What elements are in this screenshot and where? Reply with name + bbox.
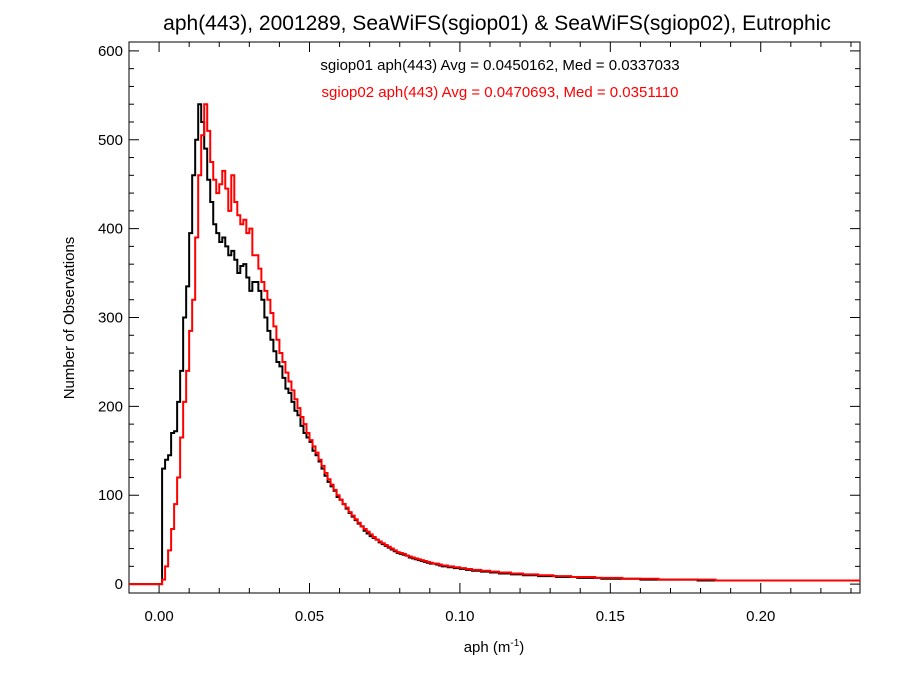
x-axis-label: aph (m-1) [464, 638, 525, 656]
x-axis-label-superscript: -1 [510, 638, 519, 649]
y-tick-label: 200 [98, 398, 123, 415]
histogram-series-2 [129, 103, 860, 586]
plot-frame [128, 41, 861, 594]
x-tick-label: 0.15 [596, 608, 625, 625]
annotation-sgiop01: sgiop01 aph(443) Avg = 0.0450162, Med = … [320, 57, 679, 74]
x-axis-ticks: 0.00 0.05 0.10 0.15 0.20 [144, 42, 852, 625]
x-axis-label-main: aph (m [464, 639, 511, 656]
x-axis-label-suffix: ) [519, 639, 524, 656]
y-axis-ticks: 0 100 200 300 400 500 600 [98, 43, 860, 593]
series-layer [129, 103, 860, 586]
y-tick-label: 0 [115, 576, 123, 593]
annotation-sgiop02: sgiop02 aph(443) Avg = 0.0470693, Med = … [322, 84, 679, 101]
histogram-series-1 [129, 103, 860, 586]
y-tick-label: 100 [98, 487, 123, 504]
x-tick-label: 0.05 [295, 608, 324, 625]
y-tick-label: 300 [98, 310, 123, 327]
x-tick-label: 0.00 [144, 608, 173, 625]
y-tick-label: 600 [98, 43, 123, 60]
y-axis-label: Number of Observations [61, 237, 78, 400]
y-tick-label: 500 [98, 132, 123, 149]
x-tick-label: 0.10 [445, 608, 474, 625]
chart-title: aph(443), 2001289, SeaWiFS(sgiop01) & Se… [163, 12, 831, 35]
y-tick-label: 400 [98, 221, 123, 238]
x-tick-label: 0.20 [746, 608, 775, 625]
